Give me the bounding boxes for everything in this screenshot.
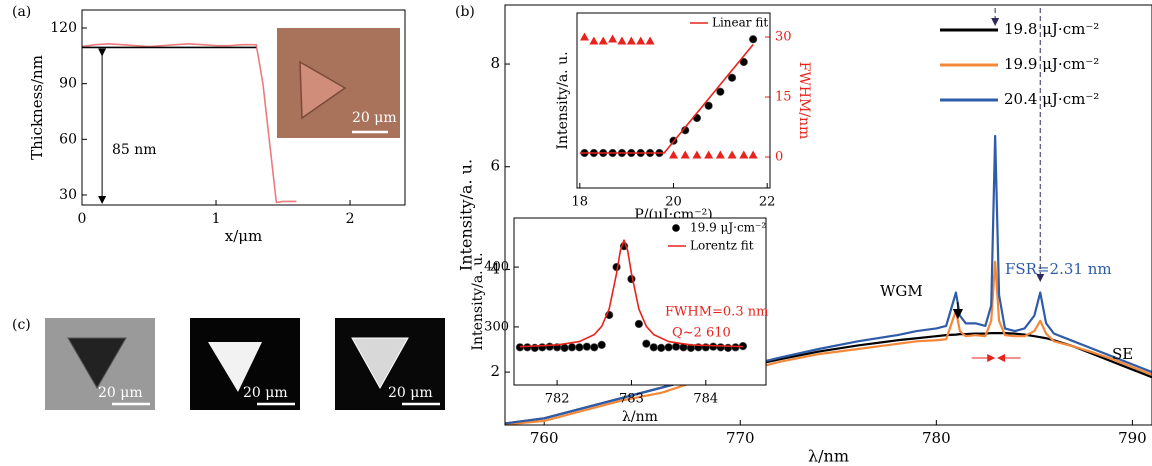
point-marker: [650, 343, 658, 351]
y-tick-label: 120: [50, 20, 77, 36]
panel-label: (a): [12, 4, 31, 20]
x-tick-label: 783: [619, 392, 644, 407]
x-axis-label: x/μm: [225, 227, 263, 245]
point-marker: [643, 340, 651, 348]
point-marker: [561, 344, 569, 352]
y-tick-label: 8: [490, 54, 500, 72]
inset-background: [577, 13, 770, 188]
legend-label: 19.9 μJ·cm⁻²: [690, 221, 766, 235]
point-marker: [657, 344, 665, 352]
y-tick-label: 6: [490, 157, 500, 175]
y2-tick-label: 15: [775, 90, 792, 105]
annotation: FSR=2.31 nm: [1005, 260, 1112, 278]
legend-label: 19.8 μJ·cm⁻²: [1004, 20, 1099, 38]
y-tick-label: 60: [59, 131, 77, 147]
point-marker: [538, 343, 546, 351]
point-marker: [717, 88, 725, 96]
legend-label: Lorentz fit: [690, 239, 754, 253]
scale-label: 20 μm: [243, 385, 288, 401]
y2-tick-label: 0: [775, 150, 783, 165]
x-tick-label: 782: [545, 392, 570, 407]
point-marker: [546, 343, 554, 351]
panel-label: (c): [12, 317, 31, 333]
point-marker: [709, 343, 717, 351]
y-tick-label: 30: [59, 187, 77, 203]
annotation: 85 nm: [112, 142, 157, 158]
chart: 782 783 784 300 400 λ/nm Intensity/a. u. 19.9 μ…: [470, 218, 768, 425]
annotation: Q~2 610: [672, 326, 731, 341]
x-tick-label: 22: [759, 195, 776, 210]
point-marker: [598, 341, 606, 349]
x-tick-label: 760: [530, 429, 559, 447]
x-tick-label: 790: [1118, 429, 1147, 447]
y-tick-label: 90: [59, 76, 77, 92]
y-tick-label: 300: [484, 319, 509, 334]
x-tick-label: 0: [78, 211, 87, 227]
x-axis-label: λ/nm: [622, 409, 658, 425]
point-marker: [635, 320, 643, 328]
point-marker: [672, 343, 680, 351]
y-tick-label: 400: [484, 260, 509, 275]
y-axis-label: Intensity/a. u.: [470, 252, 486, 350]
y2-tick-label: 30: [775, 30, 792, 45]
scale-label: 20 μm: [98, 385, 143, 401]
y-tick-label: 2: [490, 362, 500, 380]
series-line: [82, 44, 296, 203]
point-marker: [583, 343, 591, 351]
y-axis-label: Intensity/a. u.: [555, 51, 571, 149]
point-marker: [524, 343, 532, 351]
x-tick-label: 770: [726, 429, 755, 447]
figure: 20 μm (c) 20 μm 20 μm 20 μm 012306090120…: [0, 0, 1152, 466]
legend-label: 19.9 μJ·cm⁻²: [1004, 55, 1099, 73]
point-marker: [749, 35, 757, 43]
legend-label: Linear fit: [712, 16, 768, 30]
y2-axis-label: FWHM/nm: [796, 62, 812, 140]
x-tick-label: 784: [693, 392, 718, 407]
point-marker: [590, 343, 598, 351]
point-marker: [568, 343, 576, 351]
point-marker: [717, 343, 725, 351]
panel-label: (b): [455, 4, 475, 20]
plot-area: [82, 44, 296, 203]
scale-label: 20 μm: [352, 110, 397, 126]
x-tick-label: 1: [212, 211, 221, 227]
legend-label: 20.4 μJ·cm⁻²: [1004, 90, 1099, 108]
y-axis-label: Thickness/nm: [28, 55, 46, 160]
scale-label: 20 μm: [388, 385, 433, 401]
annotation: WGM: [880, 282, 923, 300]
point-marker: [576, 343, 584, 351]
point-marker: [728, 74, 736, 82]
legend-marker: [672, 224, 680, 232]
x-tick-label: 18: [572, 195, 589, 210]
x-tick-label: 780: [922, 429, 951, 447]
x-tick-label: 2: [346, 211, 355, 227]
annotation: SE: [1112, 345, 1133, 363]
annotation: FWHM=0.3 nm: [665, 305, 768, 320]
point-marker: [665, 343, 673, 351]
point-marker: [724, 344, 732, 352]
x-axis-label: λ/nm: [808, 447, 849, 466]
